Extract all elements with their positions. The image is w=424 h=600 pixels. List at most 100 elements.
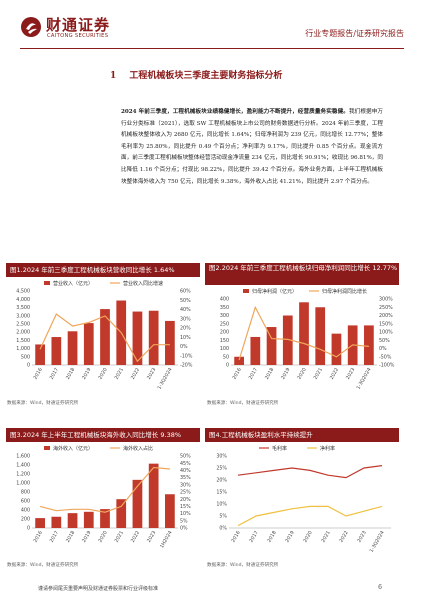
- brand-logo-icon: [21, 17, 41, 37]
- bar: [234, 356, 244, 365]
- section-heading: 1 工程机械板块三季度主要财务指标分析: [110, 68, 282, 81]
- y-tick-left: 2,000: [16, 330, 30, 336]
- bar: [299, 302, 309, 365]
- y-tick-left: 1,200: [16, 472, 30, 478]
- y-tick-right: 30%: [180, 316, 191, 322]
- y-tick-left: 1,600: [16, 454, 30, 460]
- y-tick-left: 0: [27, 526, 30, 532]
- bar: [35, 344, 45, 365]
- x-tick-label: 2018: [264, 367, 275, 381]
- legend-bar-swatch: [243, 289, 249, 293]
- y-tick-right: 150%: [379, 321, 393, 327]
- chart-overseas-revenue: 图3.2024 年上半年工程机械板块海外收入同比增长 9.38% 海外收入（亿元…: [6, 428, 200, 556]
- y-tick-left: 3,000: [16, 313, 30, 319]
- x-tick-label: 2020: [97, 530, 108, 544]
- brand-name-cn: 财通证券: [46, 16, 111, 34]
- legend-bar-label: 归母净利润（亿元）: [252, 288, 297, 295]
- chart-source: 数据来源：Wind，财通证券研究所: [7, 401, 79, 406]
- x-tick-label: 2019: [81, 530, 92, 544]
- y-tick-right: 45%: [180, 461, 191, 467]
- report-type: 行业专题报告/证券研究报告: [305, 29, 404, 38]
- y-tick: 20%: [216, 478, 227, 484]
- chart-source: 数据来源：Wind，财通证券研究所: [7, 563, 79, 568]
- y-tick: 15%: [216, 490, 227, 496]
- y-tick-right: -100%: [379, 363, 395, 369]
- y-tick-right: 20%: [180, 326, 191, 332]
- chart-source: 数据来源：Wind，财通证券研究所: [207, 401, 279, 406]
- y-tick-right: 300%: [379, 297, 393, 303]
- bar: [67, 331, 78, 365]
- section-number: 1: [110, 71, 117, 81]
- series-line: [237, 505, 383, 527]
- bar: [100, 509, 110, 528]
- y-tick-left: 350: [220, 305, 229, 311]
- y-tick-left: 100: [220, 346, 229, 352]
- legend-line-label: 海外收入占比: [123, 445, 153, 452]
- bar: [51, 337, 62, 365]
- bar: [250, 336, 261, 365]
- legend-bar-swatch: [44, 281, 50, 285]
- y-tick-right: 0%: [180, 344, 188, 350]
- x-tick-label: 2018: [65, 367, 76, 381]
- chart-source: 数据来源：Wind，财通证券研究所: [207, 563, 279, 568]
- chart-title: 图3.2024 年上半年工程机械板块海外收入同比增长 9.38%: [6, 428, 200, 442]
- y-tick-right: -10%: [180, 353, 193, 359]
- y-tick-left: 1,000: [16, 346, 30, 352]
- x-tick-label: 2022: [329, 367, 340, 381]
- y-tick-left: 200: [21, 517, 30, 523]
- series-line: [237, 465, 383, 479]
- bar: [35, 518, 45, 528]
- y-tick-left: 1,400: [16, 463, 30, 469]
- y-tick-left: 150: [220, 338, 229, 344]
- y-tick-left: 3,500: [16, 305, 30, 311]
- x-tick-label: 2016: [232, 367, 243, 381]
- legend-bar-swatch: [44, 446, 50, 450]
- bar: [165, 494, 175, 528]
- x-tick-label: 2020: [302, 530, 313, 544]
- bar: [148, 463, 159, 528]
- x-tick-label: 2021: [114, 367, 125, 381]
- y-tick-right: 10%: [180, 335, 191, 341]
- chart-margins: 图4.工程机械板块盈利水平持续提升 毛利率 净利率 30% 25% 20% 15% 10% 5…: [205, 428, 399, 556]
- legend-bar-label: 海外收入（亿元）: [53, 445, 93, 452]
- y-tick-left: 1,500: [16, 338, 30, 344]
- y-tick-left: 800: [21, 490, 30, 496]
- bar: [331, 333, 342, 365]
- bar: [132, 311, 143, 365]
- page-number: 6: [378, 584, 382, 591]
- y-tick-right: 50%: [180, 298, 191, 304]
- y-tick-right: -20%: [180, 363, 193, 369]
- x-tick-label: 2016: [33, 530, 44, 544]
- y-tick-right: 20%: [180, 497, 191, 503]
- x-tick-label: 2020: [97, 367, 108, 381]
- y-tick-right: 60%: [180, 289, 191, 295]
- y-tick: 0%: [219, 526, 227, 532]
- x-tick-label: 2021: [313, 367, 324, 381]
- y-tick-right: 50%: [180, 454, 191, 460]
- y-tick: 5%: [219, 514, 227, 520]
- y-tick-right: 100%: [379, 330, 393, 336]
- y-tick-right: -50%: [379, 354, 392, 360]
- y-tick: 25%: [216, 466, 227, 472]
- bar: [165, 320, 175, 365]
- legend-line-label: 归母净利润同比增长: [322, 288, 367, 295]
- x-tick-label: 2023: [146, 530, 157, 544]
- y-tick-right: 10%: [180, 511, 191, 517]
- brand-name-en: CAITONG SECURITIES: [47, 33, 109, 39]
- legend-line-label: 营业收入同比增速: [123, 280, 163, 287]
- x-tick-label: 2017: [49, 530, 60, 544]
- y-tick: 10%: [216, 502, 227, 508]
- legend-line-label: 净利率: [320, 445, 335, 452]
- x-tick-label: 2019: [280, 367, 291, 381]
- x-tick-label: 2016: [230, 530, 241, 544]
- y-tick-right: 0%: [379, 346, 387, 352]
- bar: [148, 310, 159, 365]
- chart-title: 图1.2024 年前三季度工程机械板块营收同比增长 1.64%: [6, 263, 200, 277]
- x-tick-label: 2017: [248, 367, 259, 381]
- bar: [83, 511, 94, 528]
- series-line: [39, 466, 170, 513]
- y-tick-right: 40%: [180, 468, 191, 474]
- x-tick-label: 2019: [81, 367, 92, 381]
- x-tick-label: 2018: [65, 530, 76, 544]
- y-tick-right: 30%: [180, 482, 191, 488]
